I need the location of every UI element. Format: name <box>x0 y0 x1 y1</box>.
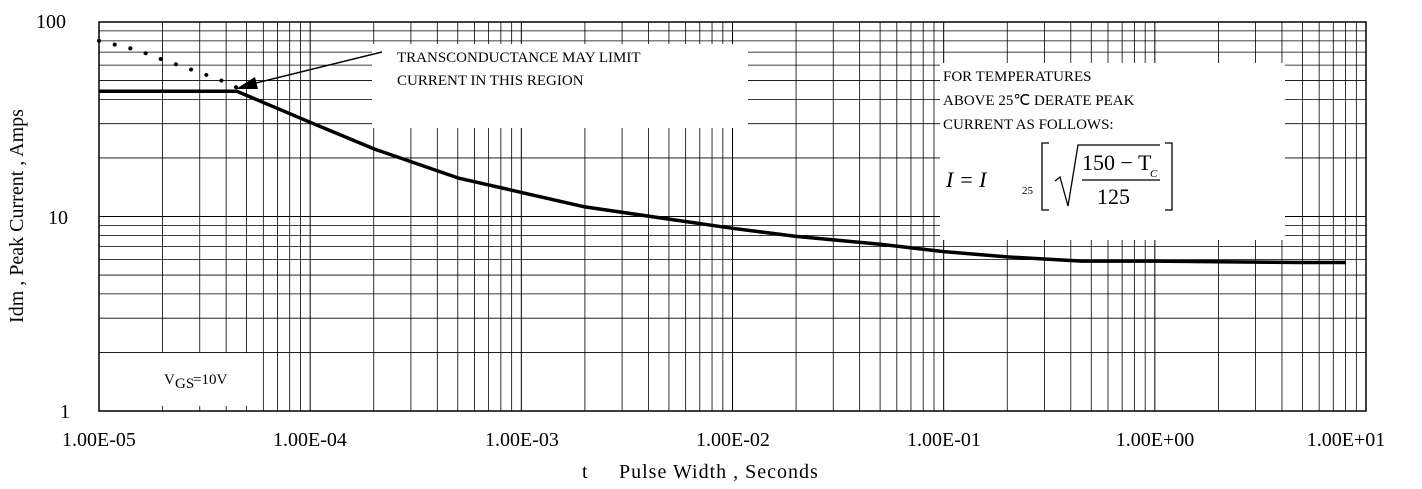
y-axis-title: Idm , Peak Current , Amps <box>6 109 28 323</box>
series-layer <box>97 38 1346 265</box>
vgs-subscript: GS <box>175 376 194 392</box>
vgs-value: =10V <box>193 372 227 388</box>
vgs-note: V GS =10V <box>164 372 227 392</box>
formula-right-bracket <box>1165 142 1173 211</box>
x-tick-label-1e-03: 1.00E-03 <box>485 429 559 451</box>
formula-lhs: I = I <box>945 167 988 192</box>
derate-box <box>940 63 1285 240</box>
x-tick-label-1e-02: 1.00E-02 <box>696 429 770 451</box>
formula-radical <box>1054 144 1160 207</box>
x-axis-title: Pulse Width , Seconds <box>619 461 819 483</box>
plot-frame <box>98 21 1367 412</box>
formula-numerator: 150 − T <box>1082 150 1152 175</box>
y-tick-label-1: 1 <box>60 401 70 423</box>
formula-denominator: 125 <box>1097 184 1130 209</box>
x-axis-prefix: t <box>582 461 588 483</box>
derate-note-line3: CURRENT AS FOLLOWS: <box>943 117 1114 133</box>
x-tick-label-1e-04: 1.00E-04 <box>273 429 347 451</box>
derate-note-line2: ABOVE 25℃ DERATE PEAK <box>943 93 1135 109</box>
x-tick-label-1e+01: 1.00E+01 <box>1307 429 1386 451</box>
series-dotted-line <box>97 38 239 90</box>
y-tick-label-100: 100 <box>36 11 66 33</box>
transconductance-note-line2: CURRENT IN THIS REGION <box>397 73 584 89</box>
transconductance-box <box>372 44 748 128</box>
vgs-label: V <box>164 372 175 388</box>
x-tick-label-1e-01: 1.00E-01 <box>907 429 981 451</box>
derate-formula: I = I 25 150 − T C 125 <box>945 142 1173 211</box>
y-tick-label-10: 10 <box>48 207 68 229</box>
formula-numerator-subscript: C <box>1150 168 1158 180</box>
transconductance-note-line1: TRANSCONDUCTANCE MAY LIMIT <box>397 50 641 66</box>
series-solid-line <box>99 89 1346 265</box>
x-tick-label-1e+00: 1.00E+00 <box>1116 429 1195 451</box>
annotation-arrow <box>251 51 383 85</box>
formula-left-bracket <box>1041 142 1049 211</box>
vgs-box <box>159 353 251 406</box>
derate-note-line1: FOR TEMPERATURES <box>943 69 1092 85</box>
x-tick-label-1e-05: 1.00E-05 <box>62 429 136 451</box>
annotation-arrowhead <box>236 77 258 89</box>
formula-lhs-subscript: 25 <box>1022 185 1034 197</box>
